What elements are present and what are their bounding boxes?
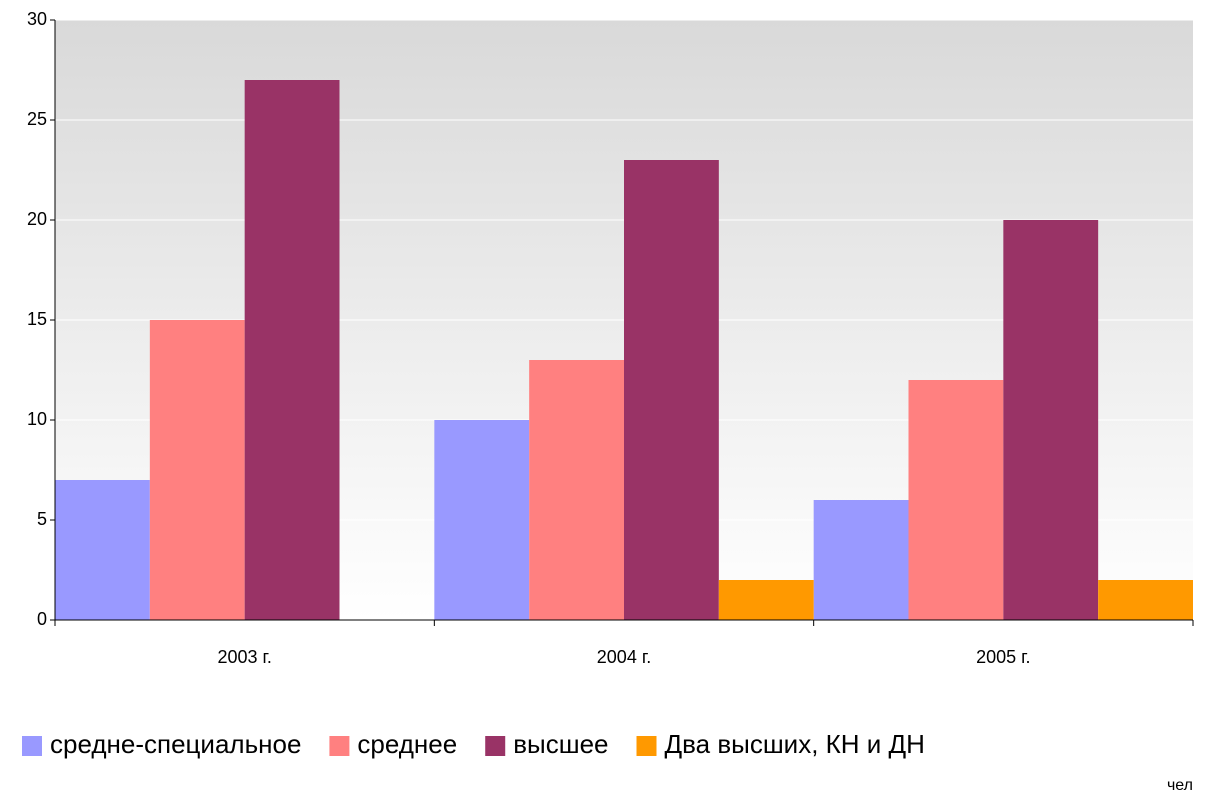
y-tick-label: 25 bbox=[27, 109, 47, 129]
legend-label: средне-специальное bbox=[50, 729, 301, 759]
legend-swatch bbox=[485, 736, 506, 756]
bar bbox=[55, 480, 150, 620]
bar bbox=[1003, 220, 1099, 620]
bar bbox=[718, 580, 814, 620]
y-tick-label: 5 bbox=[37, 509, 47, 529]
y-tick-label: 15 bbox=[27, 309, 47, 329]
bar bbox=[813, 500, 909, 620]
x-tick-label: 2004 г. bbox=[597, 647, 651, 667]
legend-swatch bbox=[329, 736, 350, 756]
y-tick-label: 30 bbox=[27, 9, 47, 29]
bar bbox=[434, 420, 530, 620]
legend-label: среднее bbox=[357, 729, 457, 759]
bar bbox=[149, 320, 245, 620]
y-tick-label: 20 bbox=[27, 209, 47, 229]
x-tick-label: 2003 г. bbox=[217, 647, 271, 667]
bar bbox=[529, 360, 624, 620]
y-tick-label: 0 bbox=[37, 609, 47, 629]
legend-label: высшее bbox=[513, 729, 608, 759]
x-tick-label: 2005 г. bbox=[976, 647, 1030, 667]
legend-label: Два высших, КН и ДН bbox=[665, 729, 925, 759]
bar bbox=[908, 380, 1004, 620]
bar bbox=[624, 160, 719, 620]
y-tick-label: 10 bbox=[27, 409, 47, 429]
legend-swatch bbox=[22, 736, 42, 756]
bar bbox=[1098, 580, 1193, 620]
legend-swatch bbox=[636, 736, 657, 756]
unit-label: чел bbox=[1167, 777, 1193, 794]
bar bbox=[244, 80, 340, 620]
